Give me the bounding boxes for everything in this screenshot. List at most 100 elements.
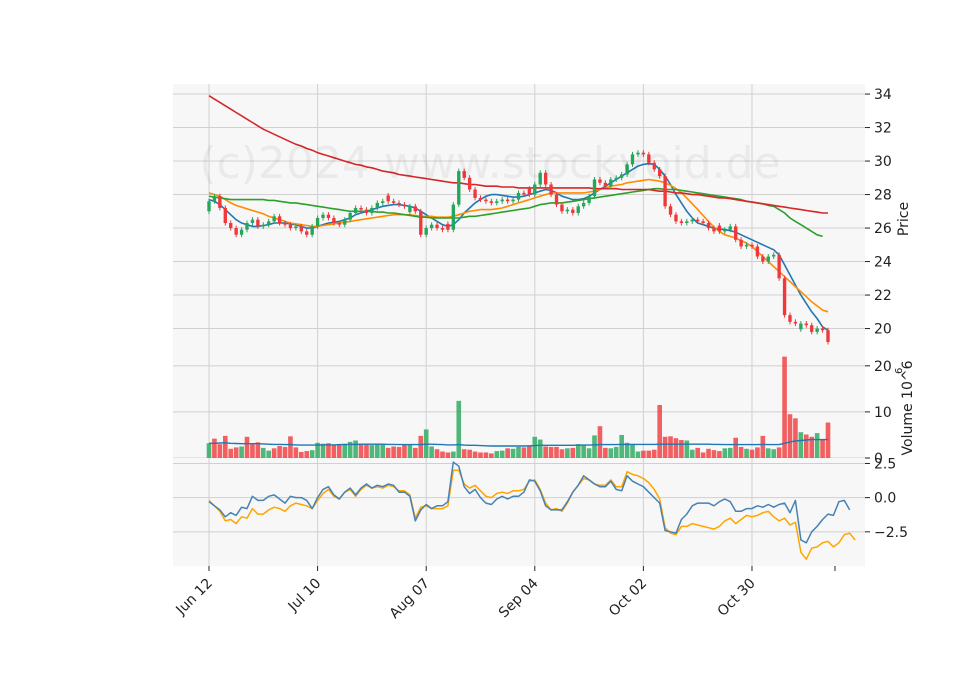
candle-body [777, 254, 781, 279]
candle-body [256, 219, 260, 227]
volume-bar [315, 442, 320, 458]
candle [413, 203, 418, 214]
candle-body [272, 216, 276, 222]
volume-bar [260, 447, 266, 458]
candle-body [489, 201, 494, 203]
candle-body [370, 207, 374, 213]
volume-bar [603, 447, 608, 458]
candle-body [543, 172, 548, 185]
candle-body [826, 330, 830, 342]
candle-body [706, 223, 711, 229]
candle-body [239, 229, 244, 235]
volume-bar [532, 436, 538, 458]
candle-body [337, 223, 341, 225]
candle [516, 190, 521, 203]
volume-bar [793, 418, 798, 458]
candle [799, 321, 803, 332]
candle-body [663, 176, 667, 207]
candle-body [408, 206, 412, 213]
candle-body [451, 204, 456, 230]
volume-bar [483, 452, 489, 458]
candle-body [294, 226, 298, 229]
y-tick-label: 0.0 [874, 491, 896, 507]
candle-body [250, 219, 255, 224]
candle [386, 192, 390, 204]
volume-bar [738, 446, 744, 458]
candle [402, 202, 407, 209]
candle [630, 151, 635, 167]
candle [706, 220, 711, 231]
candle [446, 221, 450, 233]
candle [560, 202, 564, 214]
candle [283, 220, 287, 228]
candle-body [348, 212, 352, 220]
volume-bar [277, 446, 282, 458]
candle-body [609, 179, 613, 187]
volume-bar [364, 444, 369, 458]
candle-body [734, 226, 738, 240]
volume-bar [510, 448, 516, 458]
candle [772, 252, 776, 260]
candle [679, 218, 684, 226]
candle [429, 222, 434, 231]
macd-line [208, 461, 851, 544]
volume-bar [505, 448, 510, 458]
volume-bar [467, 449, 472, 458]
candle-body [467, 177, 472, 190]
candle-body [207, 201, 211, 212]
candle [234, 225, 238, 238]
volume-bar [413, 447, 418, 458]
volume-bar [570, 447, 576, 458]
candle-body [755, 246, 760, 257]
candle-body [413, 206, 418, 212]
candle-body [381, 201, 385, 203]
volume-bar [619, 434, 624, 458]
candle [440, 225, 445, 233]
volume-bar [651, 449, 657, 458]
volume-bar [472, 451, 478, 458]
candle [755, 243, 760, 260]
volume-bar [814, 433, 820, 458]
candle [820, 326, 825, 333]
candle [505, 197, 510, 204]
volume-bar [521, 447, 527, 458]
volume-bar [744, 448, 749, 458]
candle [717, 223, 722, 234]
candle [473, 187, 477, 201]
volume-bar [554, 446, 559, 458]
candle [343, 217, 347, 228]
y-tick-label: −2.5 [874, 525, 908, 541]
volume-bar [608, 448, 614, 458]
volume-bar [776, 447, 782, 458]
candle-body [402, 204, 407, 207]
candle-body [484, 199, 488, 202]
candle [565, 207, 570, 214]
candle [500, 197, 504, 204]
volume-bar [244, 436, 250, 458]
candle-body [674, 214, 678, 222]
y-tick-label: 20 [874, 322, 892, 338]
candle-body [277, 216, 282, 224]
volume-bar [445, 452, 451, 458]
volume-bar [657, 405, 662, 458]
y-tick-label: 34 [874, 87, 892, 103]
candle-body [565, 209, 570, 212]
volume-bar [565, 448, 570, 458]
candle-body [630, 154, 635, 165]
volume-bar [684, 440, 690, 458]
candle-body [788, 315, 792, 322]
candle-body [668, 206, 673, 215]
candle-body [761, 256, 765, 262]
volume-bar [347, 441, 353, 458]
volume-bar [222, 435, 228, 458]
candle-body [332, 218, 336, 224]
candle-body [657, 169, 662, 177]
volume-bar [630, 444, 635, 458]
candle [256, 217, 260, 229]
candle [571, 207, 575, 216]
volume-bar [787, 414, 793, 458]
volume-bar [798, 432, 804, 458]
candle-body [527, 188, 532, 195]
candle [332, 215, 336, 226]
volume-bar [706, 448, 711, 458]
